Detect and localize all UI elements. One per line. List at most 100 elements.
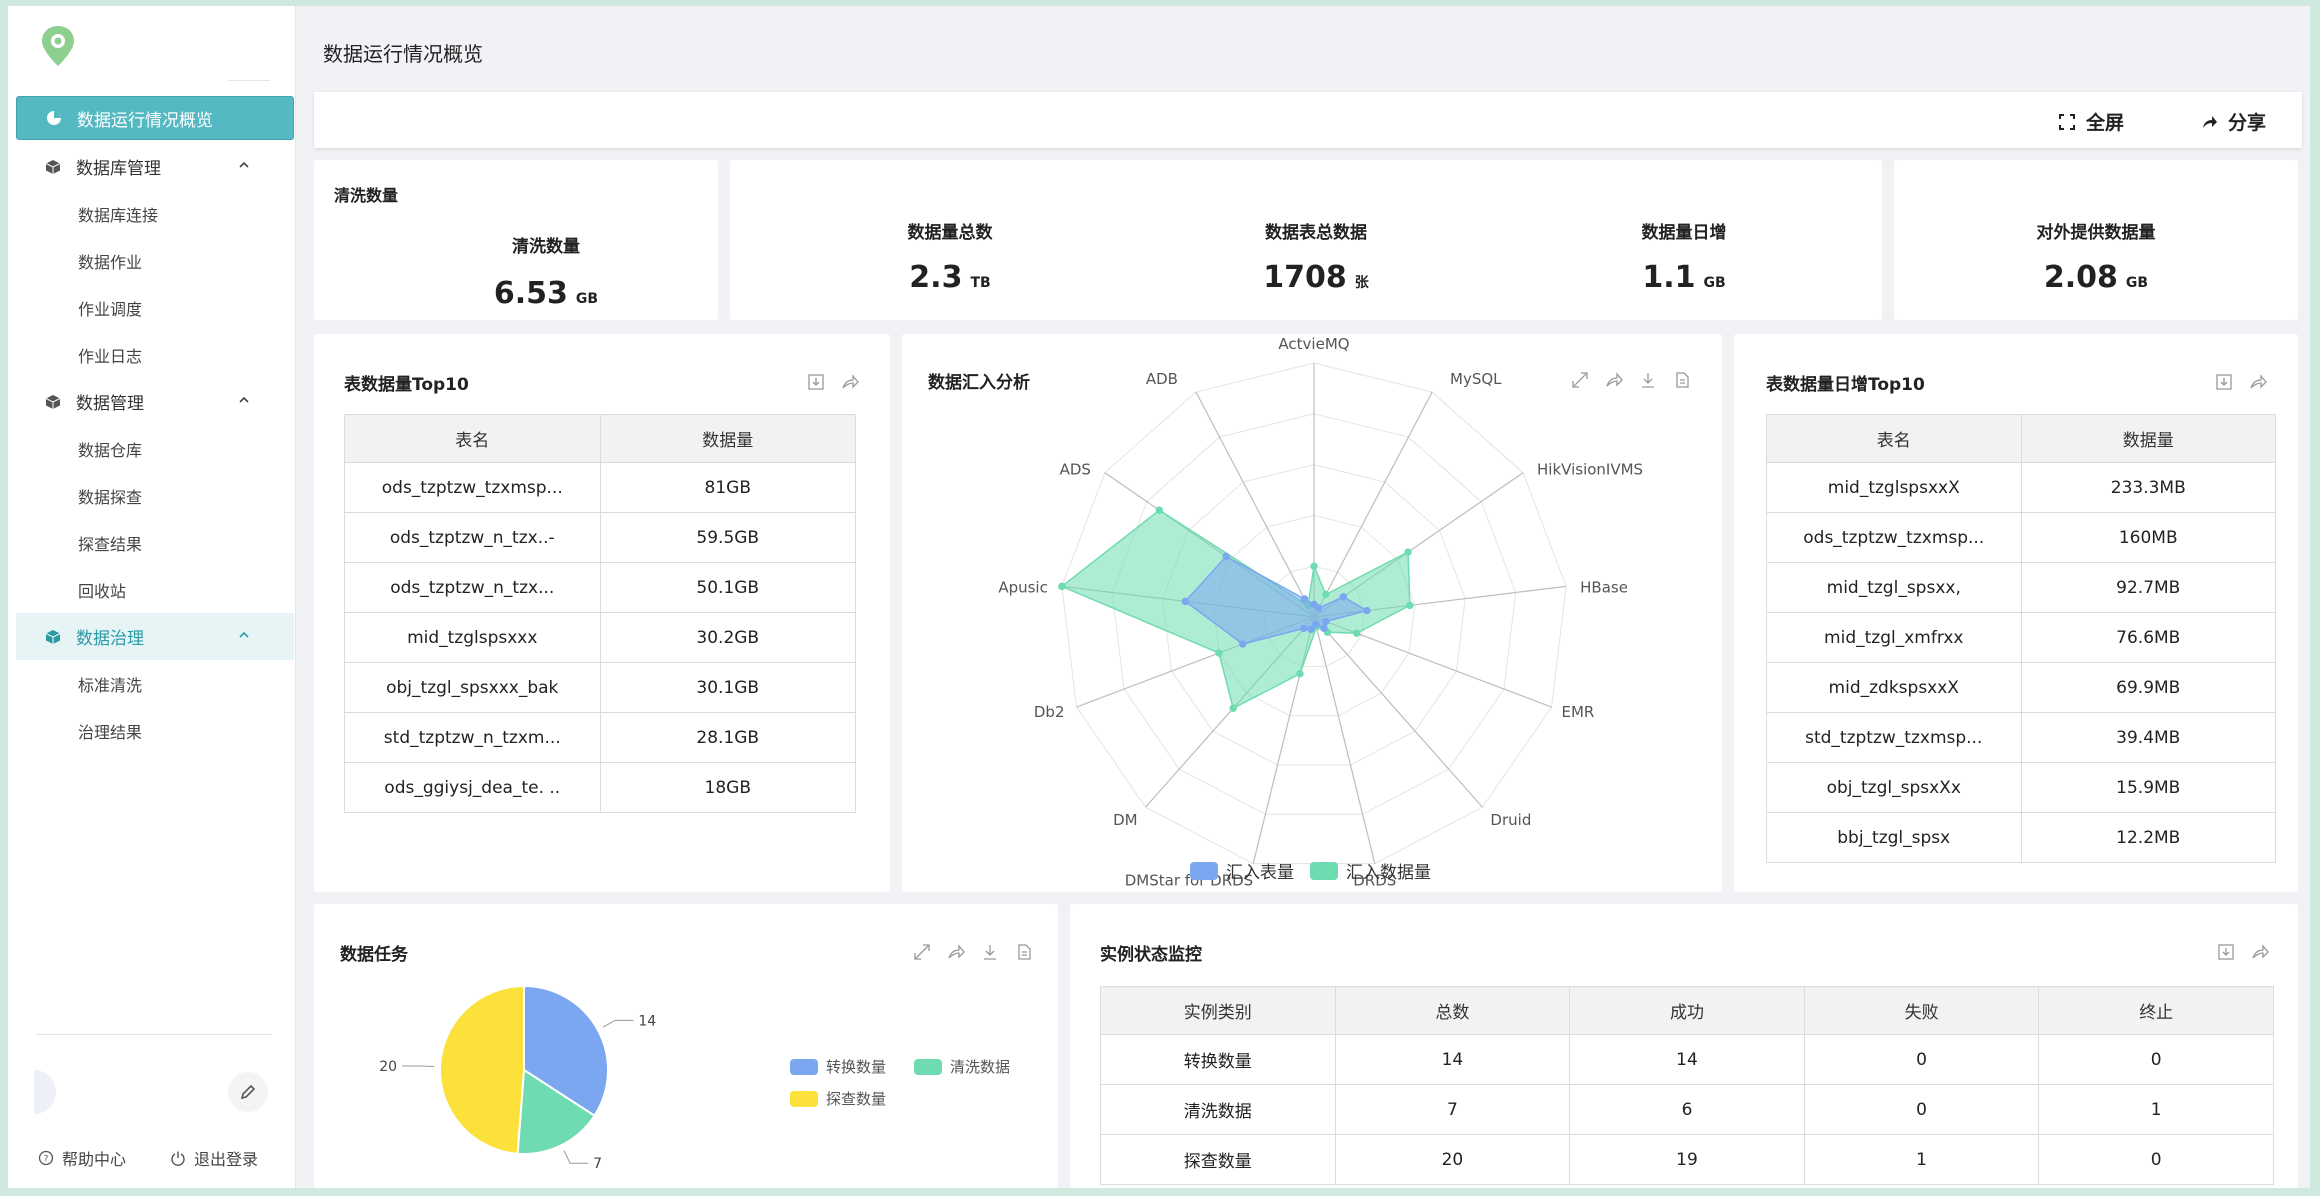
nav-label: 作业调度 [78, 299, 143, 319]
table-cell: ods_tzptzw_n_tzx..- [344, 512, 601, 563]
share-icon[interactable] [2250, 942, 2270, 962]
table-cell: mid_tzglspsxxx [344, 612, 601, 663]
table-row[interactable]: ods_ggiysj_dea_te. .. 18GB [344, 762, 856, 813]
table-row[interactable]: std_tzptzw_n_tzxm... 28.1GB [344, 712, 856, 763]
share-icon[interactable] [840, 372, 860, 392]
fullscreen-button[interactable]: 全屏 [2058, 108, 2124, 135]
avatar[interactable] [34, 1070, 56, 1114]
expand-icon[interactable] [912, 942, 932, 962]
sidebar-subitem[interactable]: 回收站 [16, 566, 294, 613]
column-header[interactable]: 数据量 [2020, 414, 2276, 463]
table-cell: 1 [1803, 1134, 2040, 1185]
sidebar-subitem[interactable]: 标准清洗 [16, 660, 294, 707]
download-icon[interactable] [2216, 942, 2236, 962]
legend-item[interactable]: 汇入表量 [1190, 858, 1294, 883]
table-row[interactable]: ods_tzptzw_n_tzx... 50.1GB [344, 562, 856, 613]
sidebar-subitem[interactable]: 作业日志 [16, 331, 294, 378]
table-row[interactable]: 转换数量 14 14 0 0 [1100, 1034, 2274, 1085]
table-row[interactable]: ods_tzptzw_tzxmsp... 160MB [1766, 512, 2276, 563]
column-header[interactable]: 实例类别 [1100, 986, 1336, 1035]
pie-chart-icon [45, 109, 63, 127]
stat-unit: GB [2125, 275, 2149, 291]
sidebar-subitem[interactable]: 数据仓库 [16, 425, 294, 472]
expand-icon[interactable] [1570, 370, 1590, 390]
table-cell: 160MB [2020, 512, 2276, 563]
nav-label: 数据作业 [78, 252, 143, 272]
monitor-card: 实例状态监控 实例类别 总数 成功 失败 终止 转换数量 14 14 0 0 清洗数据 7 6 0 1 探查数… [1070, 904, 2298, 1188]
stat-number: 1708 [1263, 260, 1347, 295]
sidebar-group[interactable]: 数据管理 [16, 378, 294, 425]
share-arrow-icon [2203, 115, 2217, 128]
legend-item[interactable]: 探查数量 [790, 1088, 886, 1109]
edit-button[interactable] [228, 1072, 268, 1112]
table-row[interactable]: ods_tzptzw_tzxmsp... 81GB [344, 462, 856, 513]
share-icon[interactable] [1604, 370, 1624, 390]
nav-label: 数据探查 [78, 487, 143, 507]
table-row[interactable]: ods_tzptzw_n_tzx..- 59.5GB [344, 512, 856, 563]
document-icon[interactable] [1672, 370, 1692, 390]
table-row[interactable]: 清洗数据 7 6 0 1 [1100, 1084, 2274, 1135]
logout-link[interactable]: 退出登录 [170, 1146, 258, 1170]
table-header-row: 实例类别 总数 成功 失败 终止 [1100, 986, 2274, 1035]
table-cell: 7 [1334, 1084, 1571, 1135]
column-header[interactable]: 表名 [1766, 414, 2022, 463]
card-title: 表数据量Top10 [344, 375, 469, 395]
table-row[interactable]: obj_tzgl_spsxXx 15.9MB [1766, 762, 2276, 813]
column-header[interactable]: 数据量 [599, 414, 856, 463]
pie-slice [439, 984, 525, 1155]
table-cell: 69.9MB [2020, 662, 2276, 713]
download-icon[interactable] [1638, 370, 1658, 390]
radar-axis-label: DM [1113, 811, 1138, 829]
download-icon[interactable] [806, 372, 826, 392]
column-header[interactable]: 终止 [2038, 986, 2274, 1035]
table-cell: ods_ggiysj_dea_te. .. [344, 762, 601, 813]
card-title: 表数据量日增Top10 [1766, 375, 1925, 395]
sidebar-group[interactable]: 数据库管理 [16, 143, 294, 190]
table-cell: 0 [1803, 1034, 2040, 1085]
radar-point [1406, 601, 1414, 610]
table-row[interactable]: mid_tzgl_xmfrxx 76.6MB [1766, 612, 2276, 663]
card-title: 数据汇入分析 [928, 373, 1030, 393]
download-icon[interactable] [980, 942, 1000, 962]
legend-item[interactable]: 清洗数据 [914, 1056, 1010, 1077]
table-row[interactable]: obj_tzgl_spsxxx_bak 30.1GB [344, 662, 856, 713]
sidebar-subitem[interactable]: 作业调度 [16, 284, 294, 331]
column-header[interactable]: 表名 [344, 414, 601, 463]
table-row[interactable]: 探查数量 20 19 1 0 [1100, 1134, 2274, 1185]
table-row[interactable]: std_tzptzw_tzxmsp... 39.4MB [1766, 712, 2276, 763]
legend-label: 汇入表量 [1226, 863, 1294, 883]
legend-item[interactable]: 转换数量 [790, 1056, 886, 1077]
help-center-link[interactable]: ? 帮助中心 [38, 1146, 126, 1170]
toolbar: 全屏 分享 [314, 92, 2302, 148]
table-cell: 1 [2038, 1084, 2274, 1135]
table-row[interactable]: mid_tzgl_spsxx, 92.7MB [1766, 562, 2276, 613]
sidebar-subitem[interactable]: 数据作业 [16, 237, 294, 284]
share-icon[interactable] [946, 942, 966, 962]
share-button[interactable]: 分享 [2200, 108, 2266, 135]
table-row[interactable]: mid_zdkspsxxX 69.9MB [1766, 662, 2276, 713]
table-row[interactable]: mid_tzglspsxxx 30.2GB [344, 612, 856, 663]
share-icon[interactable] [2248, 372, 2268, 392]
radar-axis-line [1313, 616, 1483, 808]
sidebar-item[interactable]: 数据运行情况概览 [16, 96, 294, 140]
document-icon[interactable] [1014, 942, 1034, 962]
svg-text:?: ? [44, 1155, 49, 1165]
column-header[interactable]: 成功 [1569, 986, 1805, 1035]
sidebar-subitem[interactable]: 探查结果 [16, 519, 294, 566]
legend-item[interactable]: 汇入数据量 [1310, 858, 1431, 883]
table-cell: bbj_tzgl_spsx [1766, 812, 2022, 863]
table-row[interactable]: mid_tzglspsxxX 233.3MB [1766, 462, 2276, 513]
column-header[interactable]: 总数 [1334, 986, 1571, 1035]
total-volume-value: 2.3 TB [850, 260, 1050, 295]
download-icon[interactable] [2214, 372, 2234, 392]
total-tables-label: 数据表总数据 [1265, 223, 1367, 243]
table-row[interactable]: bbj_tzgl_spsx 12.2MB [1766, 812, 2276, 863]
sidebar-subitem[interactable]: 数据库连接 [16, 190, 294, 237]
table-cell: 14 [1334, 1034, 1571, 1085]
sidebar-group[interactable]: 数据治理 [16, 613, 294, 660]
column-header[interactable]: 失败 [1803, 986, 2040, 1035]
sidebar-subitem[interactable]: 数据探查 [16, 472, 294, 519]
sidebar-subitem[interactable]: 治理结果 [16, 707, 294, 754]
radar-point [1315, 604, 1323, 612]
stat-unit: 张 [1354, 275, 1369, 291]
